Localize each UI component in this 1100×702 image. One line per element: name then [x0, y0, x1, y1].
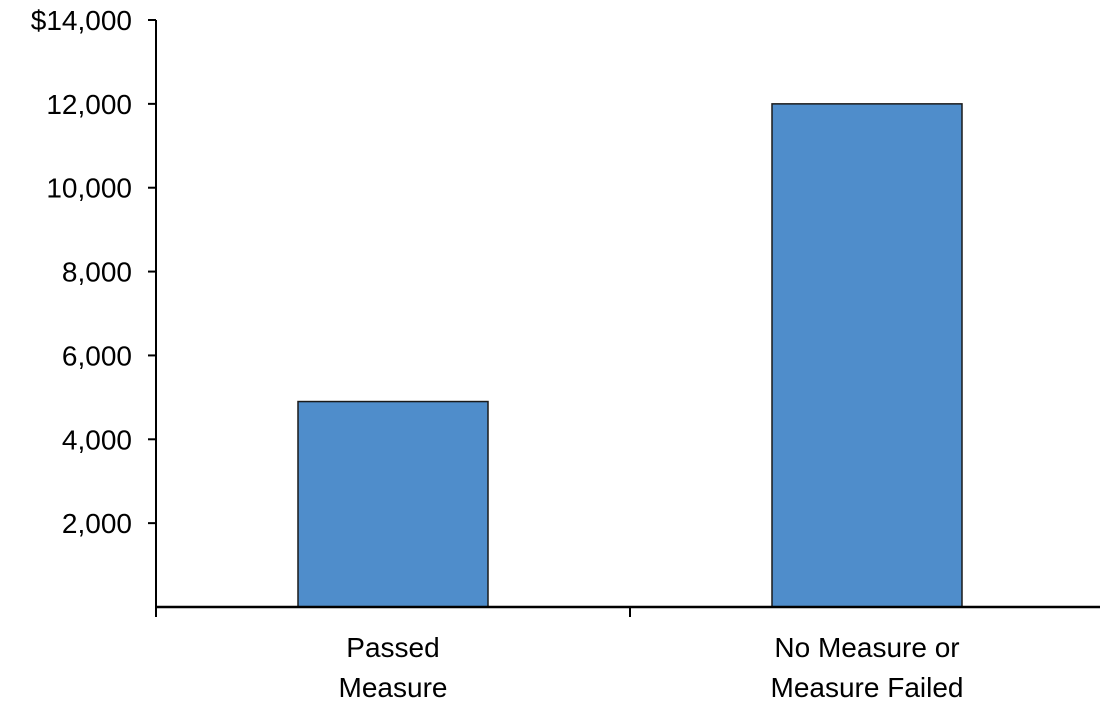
y-tick-label: $14,000: [31, 5, 132, 36]
y-axis-ticks: 2,000 4,000 6,000 8,000 10,000 12,000 $14,000: [31, 5, 156, 539]
y-tick-label: 2,000: [62, 508, 132, 539]
bar-1: [771, 103, 963, 608]
y-tick-label: 4,000: [62, 424, 132, 455]
y-tick-label: 6,000: [62, 340, 132, 371]
y-tick-label: 12,000: [46, 89, 132, 120]
bar-0: [297, 400, 489, 608]
x-axis-labels: Passed Measure No Measure or Measure Failed: [339, 632, 964, 702]
y-tick-label: 10,000: [46, 173, 132, 204]
x-category-label: No Measure or: [774, 632, 959, 663]
axes-group: [155, 20, 1100, 617]
bars-group: [297, 103, 963, 608]
x-category-label: Measure: [339, 672, 448, 702]
x-category-label: Measure Failed: [771, 672, 964, 702]
x-category-label: Passed: [346, 632, 439, 663]
y-tick-label: 8,000: [62, 257, 132, 288]
